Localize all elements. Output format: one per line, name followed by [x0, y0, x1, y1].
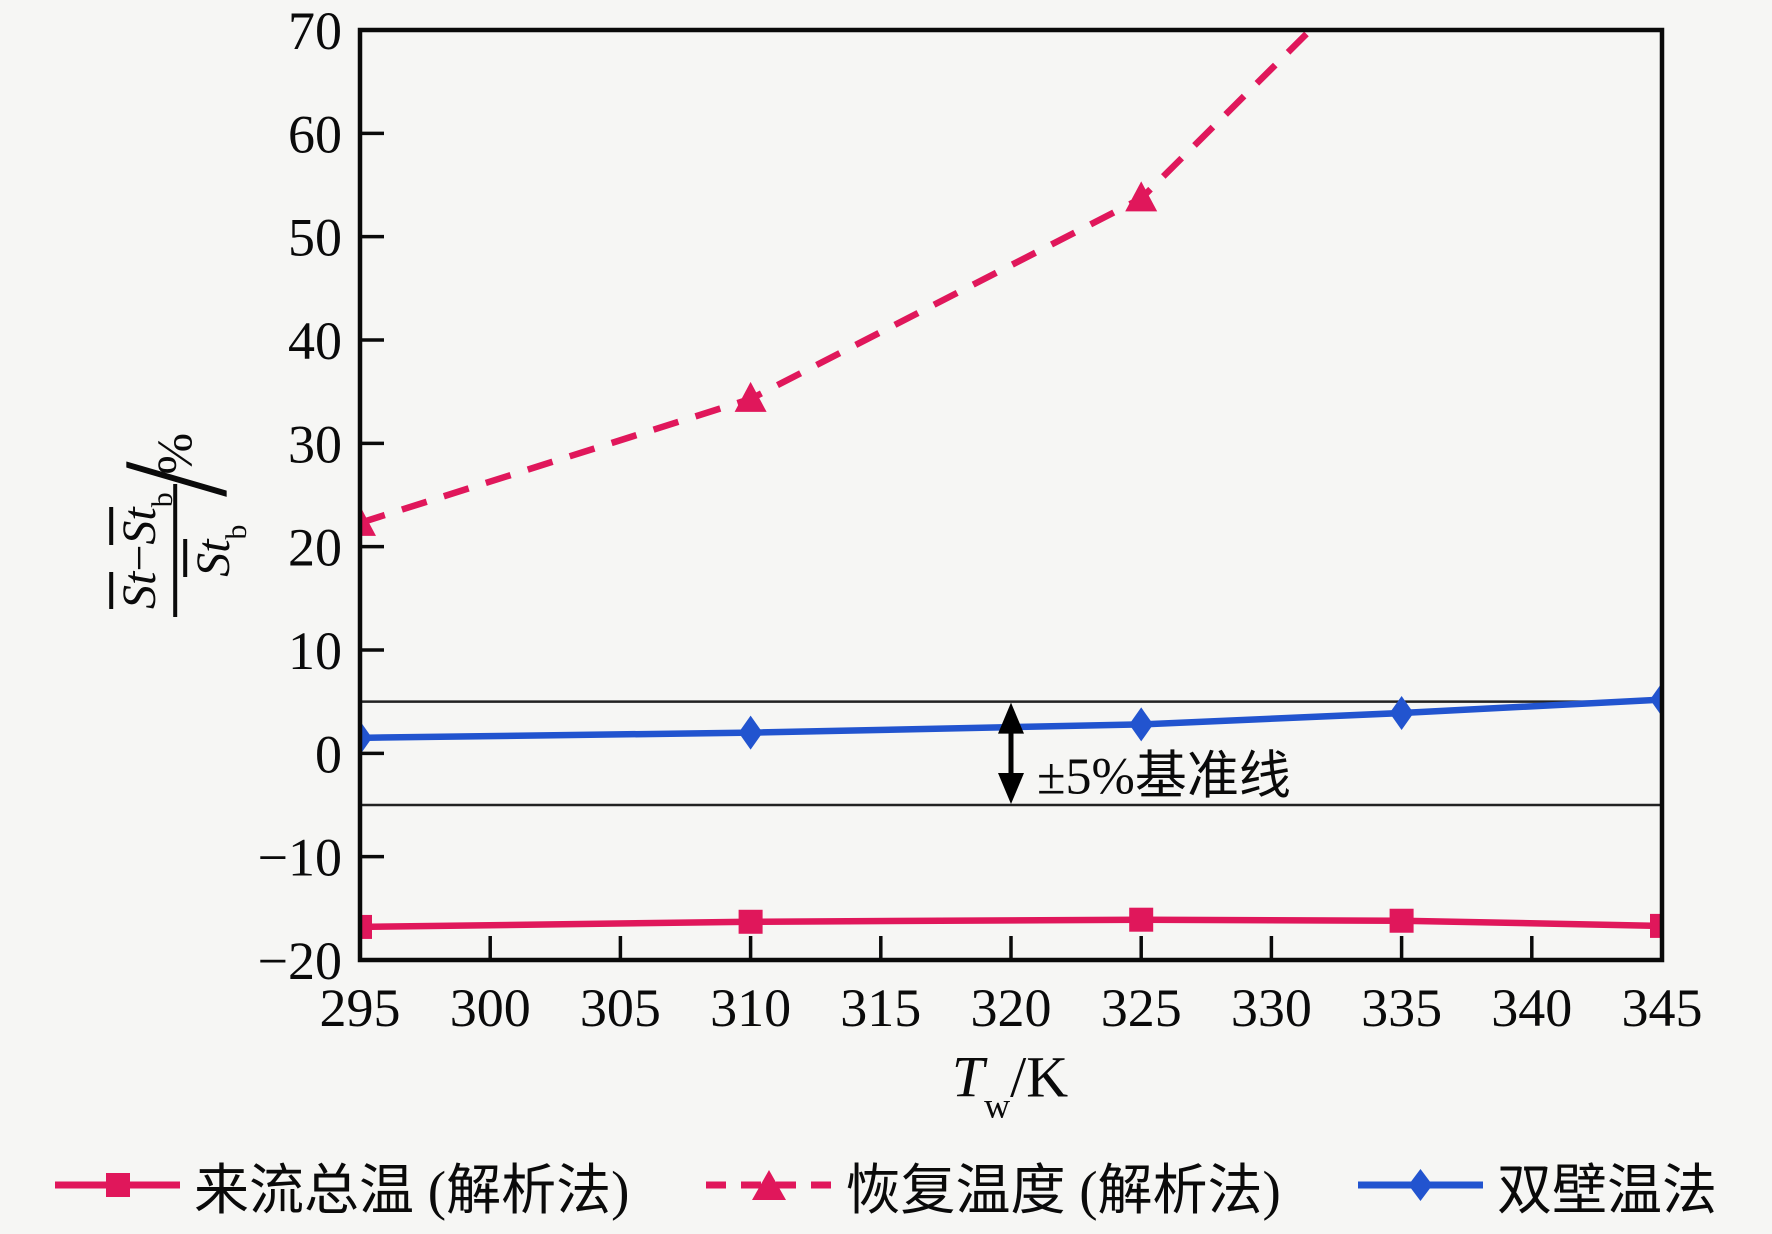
legend-item-inflow-total-temperature: 来流总温 (解析法) [55, 1145, 629, 1225]
minus-sign: − [113, 544, 167, 572]
y-tick-label: 40 [288, 311, 342, 371]
data-point-marker [1389, 908, 1414, 933]
t-symbol: T [951, 1044, 985, 1110]
st-symbol: St [113, 507, 167, 545]
legend-label: 恢复温度 (解析法) [845, 1160, 1281, 1221]
x-axis-label: Tw/K [951, 1044, 1069, 1123]
data-point-marker [734, 381, 767, 412]
st-symbol: St [187, 539, 240, 577]
y-tick-label: 30 [288, 414, 342, 474]
legend-item-recovery-temperature: 恢复温度 (解析法) [706, 1145, 1281, 1225]
triangle-marker-icon [706, 1155, 832, 1215]
data-point-marker [1125, 181, 1158, 212]
data-point-marker [1129, 907, 1154, 932]
y-axis-label: St−Stb Stb / % [92, 433, 258, 617]
y-tick-label: 60 [288, 104, 342, 164]
data-point-marker [738, 909, 763, 934]
x-tick-label: 325 [1101, 978, 1182, 1038]
y-tick-label: −20 [258, 931, 342, 991]
x-tick-label: 310 [710, 978, 791, 1038]
y-tick-label: 50 [288, 208, 342, 268]
data-point-marker [360, 505, 376, 536]
x-tick-label: 345 [1622, 978, 1703, 1038]
subscript-b: b [220, 524, 254, 540]
baseline-arrow-head-up [998, 702, 1024, 734]
series-0 [360, 907, 1662, 939]
y-tick-label: 10 [288, 621, 342, 681]
legend-label: 来流总温 (解析法) [194, 1160, 630, 1221]
subscript-w: w [984, 1085, 1011, 1125]
x-tick-label: 295 [320, 978, 401, 1038]
data-point-marker [1650, 682, 1662, 717]
series-line [360, 916, 1662, 931]
data-point-marker [360, 720, 372, 755]
diamond-marker-icon [1357, 1155, 1483, 1215]
x-tick-label: 335 [1361, 978, 1442, 1038]
baseline-arrow-head-down [998, 773, 1024, 804]
plot-frame [357, 27, 1665, 963]
legend-label: 双壁温法 [1496, 1160, 1717, 1221]
fraction-denominator: Stb [177, 517, 253, 585]
legend-item-double-wall-temperature: 双壁温法 [1357, 1145, 1717, 1225]
y-tick-label: −10 [258, 828, 342, 888]
x-tick-label: 305 [580, 978, 661, 1038]
x-tick-label: 330 [1231, 978, 1312, 1038]
data-point-marker [1389, 696, 1414, 731]
series-2 [360, 682, 1662, 755]
series-line [360, 30, 1313, 526]
x-tick-label: 320 [971, 978, 1052, 1038]
y-tick-label: 0 [315, 724, 342, 784]
x-tick-label: 300 [450, 978, 531, 1038]
st-symbol: St [113, 571, 167, 609]
y-axis-fraction: St−Stb Stb [107, 484, 253, 617]
data-point-marker [738, 715, 763, 750]
fraction-numerator: St−Stb [107, 484, 179, 617]
square-marker-icon [55, 1155, 180, 1215]
unit-kelvin: /K [1010, 1044, 1069, 1110]
data-point-marker [1129, 707, 1154, 742]
data-point-marker [1650, 913, 1662, 938]
y-tick-label: 70 [288, 1, 342, 61]
series-1 [360, 30, 1313, 536]
data-point-marker [360, 914, 372, 939]
y-tick-label: 20 [288, 518, 342, 578]
x-tick-label: 340 [1491, 978, 1572, 1038]
legend: 来流总温 (解析法) 恢复温度 (解析法) 双壁温法 [0, 1140, 1772, 1230]
baseline-annotation: ±5%基准线 [1037, 748, 1291, 805]
x-tick-label: 315 [840, 978, 921, 1038]
